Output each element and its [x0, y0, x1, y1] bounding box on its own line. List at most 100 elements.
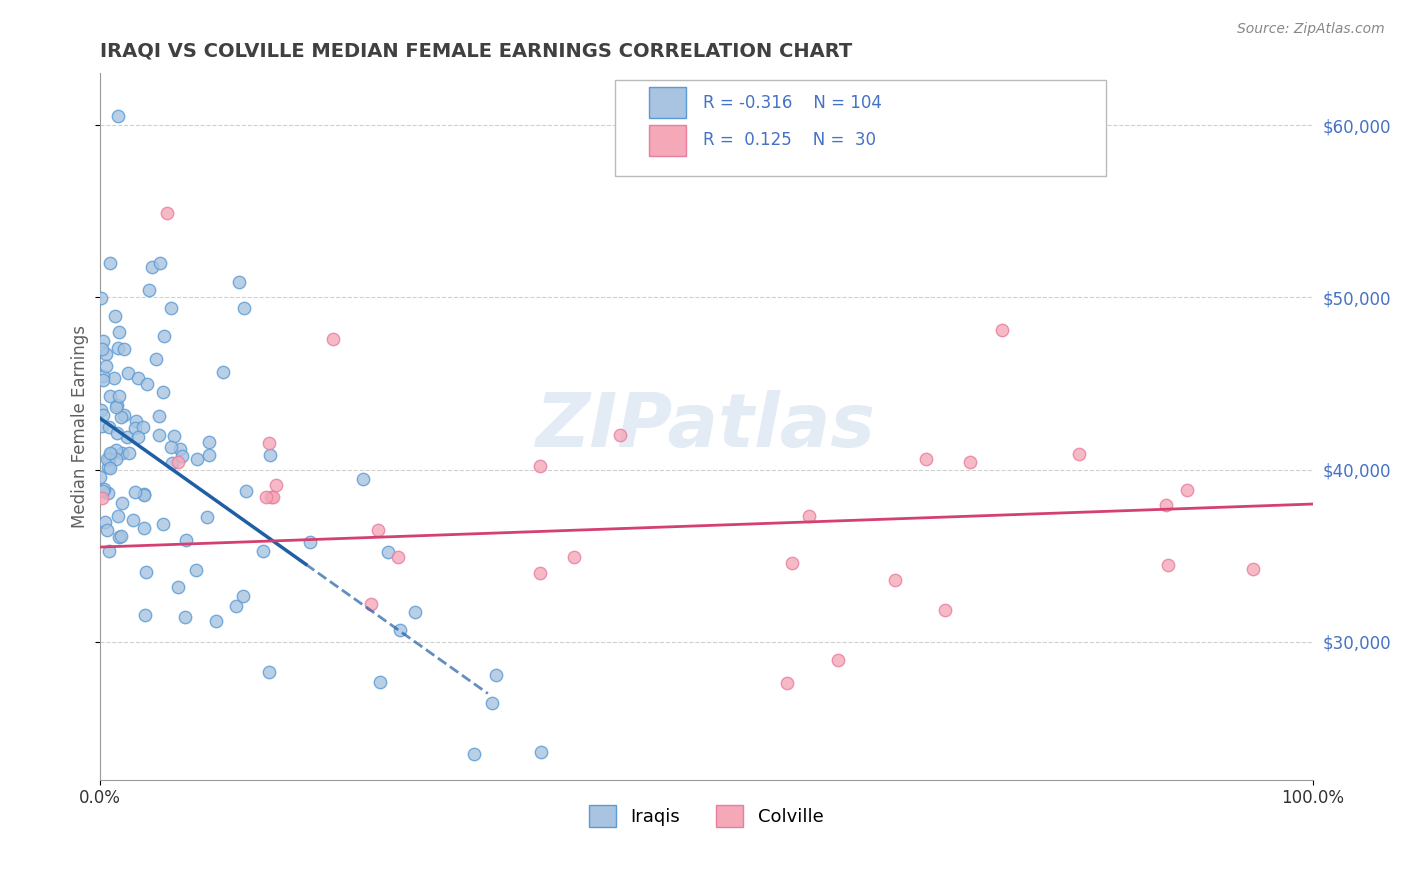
Point [148, 409, 170, 424]
Point [105, 442, 128, 457]
Point [127, 370, 149, 384]
Point [98, 461, 121, 475]
Point [1175, 483, 1198, 497]
Point [107, 110, 129, 124]
Point [110, 529, 132, 543]
Point [186, 563, 208, 577]
Text: IRAQI VS COLVILLE MEDIAN FEMALE EARNINGS CORRELATION CHART: IRAQI VS COLVILLE MEDIAN FEMALE EARNINGS… [100, 42, 852, 61]
Point [481, 696, 503, 710]
Point [97, 419, 120, 434]
Point [163, 429, 186, 443]
Point [124, 421, 146, 435]
Point [485, 668, 508, 682]
Point [322, 333, 344, 347]
FancyBboxPatch shape [616, 80, 1107, 176]
Point [174, 610, 197, 624]
Point [156, 206, 179, 220]
Point [91, 491, 114, 505]
Point [149, 256, 172, 270]
Point [104, 400, 127, 414]
Point [107, 341, 129, 355]
Point [94, 347, 117, 361]
Point [98, 446, 121, 460]
Point [93, 515, 115, 529]
Point [91, 483, 114, 498]
Point [134, 488, 156, 502]
Bar [650, 125, 686, 156]
Point [152, 517, 174, 532]
Point [352, 472, 374, 486]
Point [160, 440, 183, 454]
Point [98, 544, 121, 558]
Point [1241, 562, 1264, 576]
Point [934, 603, 956, 617]
Point [170, 449, 193, 463]
Point [93, 482, 115, 496]
Point [252, 543, 274, 558]
Point [96, 523, 118, 537]
Point [97, 486, 120, 500]
Point [367, 523, 389, 537]
Point [1154, 499, 1177, 513]
Point [105, 398, 128, 412]
Y-axis label: Median Female Earnings: Median Female Earnings [72, 325, 89, 528]
Point [148, 428, 170, 442]
Point [91, 408, 114, 422]
Point [257, 665, 280, 679]
Point [124, 485, 146, 500]
Point [145, 352, 167, 367]
Legend: Iraqis, Colville: Iraqis, Colville [582, 797, 831, 834]
Point [100, 389, 122, 403]
Point [169, 442, 191, 456]
Point [93, 368, 115, 383]
Point [121, 513, 143, 527]
Point [90, 343, 112, 357]
Point [132, 419, 155, 434]
Point [93, 373, 115, 387]
Point [1067, 447, 1090, 461]
Point [132, 487, 155, 501]
Point [198, 434, 221, 449]
Point [103, 370, 125, 384]
Text: ZIPatlas: ZIPatlas [536, 390, 876, 463]
Point [136, 376, 159, 391]
Point [132, 521, 155, 535]
Point [562, 550, 585, 565]
Point [529, 566, 551, 581]
Point [387, 549, 409, 564]
Point [107, 389, 129, 403]
Point [112, 409, 135, 423]
Point [111, 496, 134, 510]
Point [152, 385, 174, 400]
Point [111, 446, 134, 460]
Point [90, 403, 112, 417]
Point [104, 310, 127, 324]
Point [959, 454, 981, 468]
Point [228, 275, 250, 289]
Point [166, 455, 188, 469]
Point [97, 459, 120, 474]
Point [235, 483, 257, 498]
Point [827, 653, 849, 667]
Point [262, 490, 284, 504]
Text: Source: ZipAtlas.com: Source: ZipAtlas.com [1237, 22, 1385, 37]
Point [91, 334, 114, 348]
Point [529, 459, 551, 474]
Point [298, 534, 321, 549]
Point [160, 301, 183, 315]
Point [107, 531, 129, 545]
Point [884, 574, 907, 588]
Text: R =  0.125    N =  30: R = 0.125 N = 30 [703, 131, 876, 149]
Point [91, 419, 114, 434]
Point [105, 426, 128, 441]
Point [94, 359, 117, 373]
Point [232, 301, 254, 316]
Bar [650, 87, 686, 119]
Point [134, 608, 156, 623]
Point [125, 414, 148, 428]
Point [135, 566, 157, 580]
Point [176, 533, 198, 547]
Point [90, 291, 112, 305]
Point [110, 410, 132, 425]
Point [117, 366, 139, 380]
